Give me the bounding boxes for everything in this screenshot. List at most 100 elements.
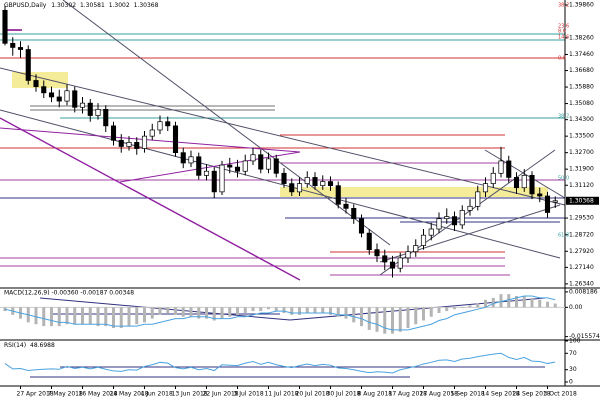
x-tick-label: 27 Aug 2018: [420, 391, 459, 398]
macd-bar: [522, 296, 526, 308]
macd-bar: [553, 303, 557, 308]
y-tick-label: 1.37460: [569, 51, 594, 58]
candle-body: [265, 158, 272, 170]
x-tick-label: 5 Sep 2018: [451, 391, 485, 398]
candle-body: [250, 154, 256, 162]
candle-body: [304, 177, 310, 184]
candle-body: [141, 135, 148, 149]
candle-body: [521, 175, 527, 189]
candle-body: [281, 172, 287, 184]
current-price: 1.30368: [569, 197, 594, 204]
candle-body: [79, 102, 86, 108]
y-tick-label: 1.35080: [569, 100, 594, 107]
candle-body: [110, 125, 117, 141]
candle-body: [397, 257, 403, 269]
y-tick-label: 1.28720: [569, 231, 594, 238]
x-tick-label: 3 Jul 2018: [234, 391, 264, 398]
macd-bar: [468, 305, 472, 308]
macd-bar: [88, 307, 92, 325]
macd-bar: [383, 307, 387, 334]
macd-bar: [174, 307, 177, 315]
x-tick-label: 13 Jun 2018: [172, 391, 208, 398]
candle-body: [95, 108, 101, 116]
macd-bar: [119, 307, 123, 329]
macd-bar: [274, 307, 278, 312]
candle-body: [10, 42, 16, 48]
macd-bar: [236, 307, 239, 315]
x-tick-label: 20 Jul 2018: [296, 391, 330, 398]
candle-body: [475, 191, 481, 207]
candle-body: [126, 141, 132, 147]
macd-bar: [499, 294, 503, 308]
last-low: 1.3002: [109, 2, 130, 9]
macd-bar: [538, 299, 542, 308]
candle-body: [41, 86, 47, 94]
macd-bar: [81, 307, 84, 325]
macd-bar: [135, 307, 139, 325]
macd-bar: [484, 299, 487, 308]
candle-body: [374, 249, 380, 257]
macd-bar: [530, 297, 534, 308]
x-tick-label: 27 Apr 2018: [17, 391, 54, 398]
macd-bar: [313, 307, 317, 313]
macd-bar: [189, 307, 193, 317]
macd-bar: [406, 307, 410, 329]
candle-body: [289, 183, 295, 193]
candle-body: [513, 177, 520, 189]
candle-body: [219, 164, 225, 193]
macd-bar: [476, 303, 480, 308]
y-tick-label: 1.38260: [569, 34, 594, 41]
macd-bar: [375, 307, 379, 332]
macd-bar: [429, 307, 433, 317]
y-tick-label: 1.27140: [569, 264, 594, 271]
y-tick-label: 0: [569, 379, 573, 386]
macd-bar: [391, 307, 394, 334]
candle-body: [358, 218, 365, 234]
candle-body: [211, 170, 217, 193]
x-tick-label: 24 Sep 2018: [513, 391, 551, 398]
macd-bar: [197, 307, 201, 319]
candle-body: [420, 234, 427, 246]
candle-body: [33, 80, 39, 87]
candle-body: [320, 181, 326, 187]
candle-body: [451, 216, 458, 226]
fib-label: 23.6: [558, 24, 569, 30]
y-tick-label: 0.008186: [569, 288, 598, 295]
y-tick-label: 1.31900: [569, 166, 594, 173]
candle-body: [382, 255, 388, 263]
macd-bar: [453, 307, 456, 310]
macd-bar: [57, 307, 61, 327]
y-tick-label: 1.32700: [569, 149, 594, 156]
y-tick-label: 1.33500: [569, 133, 594, 140]
macd-bar: [367, 307, 371, 330]
candle-body: [25, 49, 31, 81]
x-tick-label: 16 May 2018: [79, 391, 118, 398]
candle-body: [196, 156, 202, 176]
macd-bar: [96, 307, 100, 327]
candle-body: [180, 152, 186, 164]
rsi-name: RSI(14): [4, 342, 26, 349]
candle-body: [389, 261, 396, 269]
trend-line: [0, 127, 301, 153]
macd-bar: [34, 307, 38, 325]
candle-body: [258, 154, 264, 170]
macd-bar: [112, 307, 115, 329]
candle-body: [467, 205, 473, 211]
macd-bar: [515, 296, 518, 308]
trend-line: [119, 151, 301, 183]
candle-body: [134, 141, 140, 149]
macd-bar: [104, 307, 108, 327]
macd-bar: [143, 307, 146, 323]
symbol: GBPUSD,Daily: [4, 2, 47, 9]
candle-body: [327, 181, 334, 187]
candle-body: [56, 96, 62, 102]
price-marker: [566, 196, 599, 205]
macd-bar: [166, 307, 170, 313]
macd-bar: [329, 307, 332, 315]
last-high: 1.30581: [80, 2, 105, 9]
fib-label: 50.0: [558, 176, 569, 182]
macd-bar: [243, 307, 247, 313]
candle-body: [296, 183, 303, 193]
macd-bar: [282, 307, 286, 313]
